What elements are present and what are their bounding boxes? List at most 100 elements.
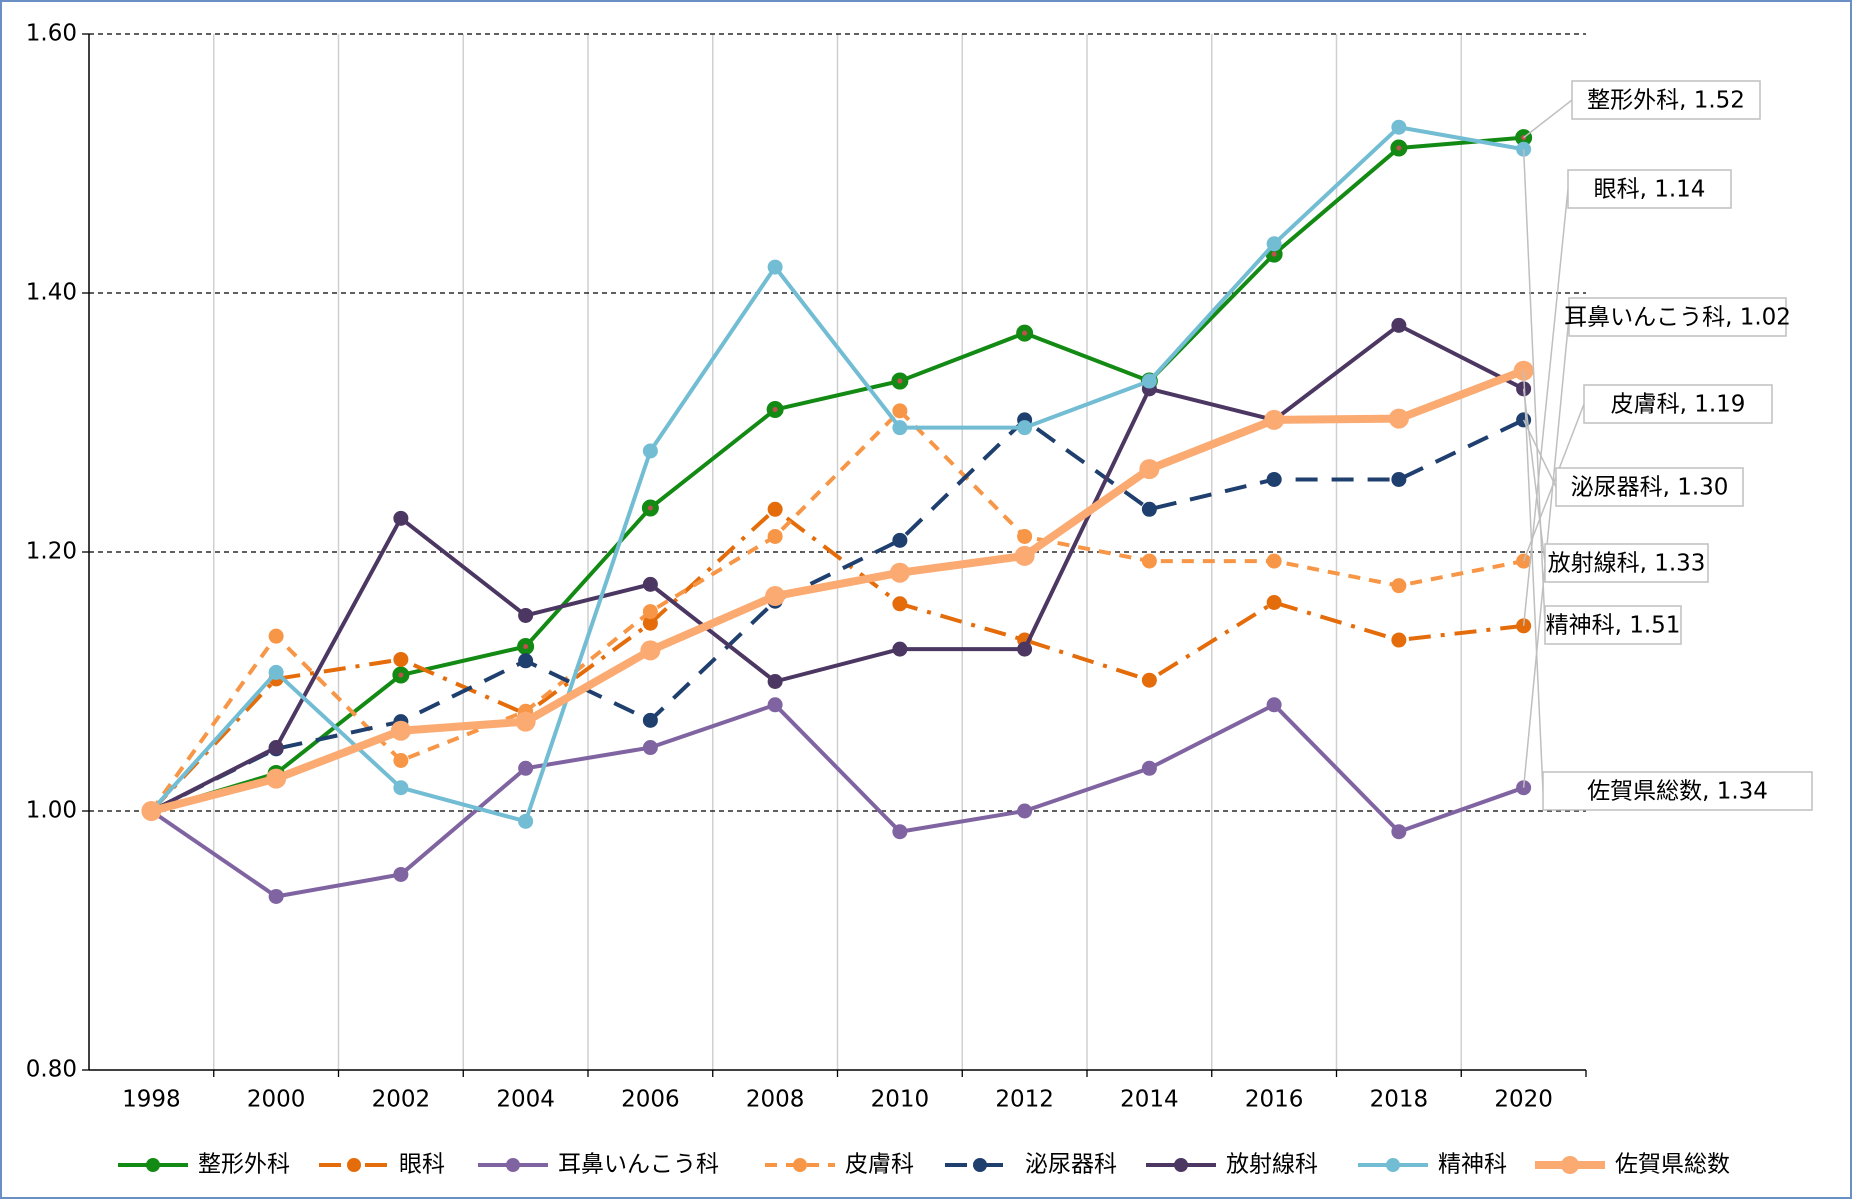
- leader-line: [1522, 188, 1569, 626]
- point-marker: [642, 615, 658, 631]
- leader-line: [1522, 149, 1546, 626]
- marker-center: [1271, 251, 1277, 257]
- data-label: 精神科, 1.51: [1546, 613, 1681, 639]
- x-tick-label: 2014: [1120, 1087, 1179, 1113]
- x-tick-label: 2008: [746, 1087, 805, 1113]
- point-marker: [1266, 697, 1282, 713]
- point-marker: [268, 888, 284, 904]
- legend-marker: [347, 1158, 361, 1172]
- point-marker: [1017, 641, 1033, 657]
- point-marker: [1391, 824, 1407, 840]
- point-marker: [390, 720, 411, 741]
- legend-marker: [1174, 1158, 1188, 1172]
- point-marker: [1266, 236, 1282, 252]
- point-marker: [767, 501, 783, 517]
- point-marker: [1141, 373, 1157, 389]
- y-tick-label: 1.40: [26, 280, 77, 306]
- point-marker: [767, 674, 783, 689]
- marker-center: [772, 407, 778, 413]
- point-marker: [393, 866, 409, 882]
- series-line: [149, 507, 1524, 813]
- point-marker: [266, 768, 287, 789]
- point-marker: [892, 596, 908, 612]
- y-tick-label: 1.00: [26, 798, 77, 824]
- legend-marker: [973, 1158, 987, 1172]
- point-marker: [393, 651, 409, 667]
- x-tick-label: 2000: [247, 1087, 306, 1113]
- point-marker: [1264, 409, 1285, 430]
- marker-center: [1022, 330, 1028, 336]
- point-marker: [268, 664, 284, 680]
- label-box: [1544, 543, 1709, 583]
- point-marker: [1266, 553, 1282, 569]
- legend-label: 泌尿器科: [1025, 1152, 1117, 1178]
- marker-center: [1396, 145, 1402, 151]
- point-marker: [767, 697, 783, 713]
- data-label: 放射線科, 1.33: [1548, 551, 1706, 577]
- data-label: 佐賀県総数, 1.34: [1587, 779, 1768, 805]
- legend-label: 眼科: [399, 1152, 445, 1178]
- legend-marker: [506, 1158, 520, 1172]
- point-marker: [1141, 553, 1157, 569]
- point-marker: [642, 604, 658, 620]
- point-marker: [518, 653, 534, 669]
- legend-label: 精神科: [1438, 1152, 1507, 1178]
- label-box: [1571, 80, 1761, 120]
- label-box: [1568, 297, 1787, 337]
- series-line: [150, 323, 1525, 813]
- point-marker: [1266, 595, 1282, 611]
- point-marker: [1391, 578, 1407, 594]
- point-marker: [642, 712, 658, 728]
- point-marker: [1266, 471, 1282, 487]
- legend-label: 皮膚科: [845, 1152, 914, 1178]
- y-tick-label: 0.80: [26, 1057, 77, 1083]
- label-box: [1583, 384, 1773, 424]
- point-marker: [268, 740, 284, 756]
- point-marker: [393, 510, 409, 526]
- marker-center: [398, 672, 404, 678]
- x-tick-label: 2018: [1370, 1087, 1429, 1113]
- point-marker: [642, 740, 658, 756]
- label-box: [1555, 467, 1744, 507]
- leader-line: [1522, 370, 1544, 792]
- legend-label: 佐賀県総数: [1615, 1152, 1730, 1178]
- point-marker: [1141, 760, 1157, 776]
- point-marker: [892, 403, 908, 419]
- point-marker: [1391, 317, 1407, 333]
- legend-marker: [793, 1158, 807, 1172]
- data-label: 皮膚科, 1.19: [1611, 392, 1746, 418]
- data-label: 眼科, 1.14: [1594, 177, 1706, 203]
- point-marker: [518, 607, 534, 623]
- series-line: [150, 366, 1526, 815]
- point-marker: [767, 259, 783, 275]
- point-marker: [640, 640, 661, 661]
- point-marker: [268, 628, 284, 644]
- x-tick-label: 2002: [372, 1087, 431, 1113]
- legend-label: 放射線科: [1226, 1152, 1318, 1178]
- data-label: 泌尿器科, 1.30: [1571, 475, 1729, 501]
- point-marker: [141, 801, 162, 821]
- point-marker: [1014, 545, 1035, 566]
- point-marker: [892, 532, 908, 548]
- x-tick-label: 2010: [871, 1087, 930, 1113]
- series-line: [150, 135, 1524, 813]
- y-tick-label: 1.60: [26, 21, 77, 47]
- marker-center: [897, 378, 903, 384]
- point-marker: [515, 711, 536, 732]
- point-marker: [642, 443, 658, 459]
- point-marker: [1017, 420, 1033, 436]
- point-marker: [642, 576, 658, 592]
- marker-center: [647, 505, 653, 511]
- point-marker: [1391, 119, 1407, 135]
- x-tick-label: 2006: [621, 1087, 680, 1113]
- data-label: 整形外科, 1.52: [1587, 88, 1745, 114]
- legend-marker: [1386, 1158, 1400, 1172]
- point-marker: [1391, 632, 1407, 648]
- point-marker: [393, 780, 409, 796]
- point-marker: [889, 562, 910, 583]
- y-tick-label: 1.20: [26, 539, 77, 565]
- legend-marker: [146, 1158, 160, 1172]
- label-box: [1567, 169, 1732, 209]
